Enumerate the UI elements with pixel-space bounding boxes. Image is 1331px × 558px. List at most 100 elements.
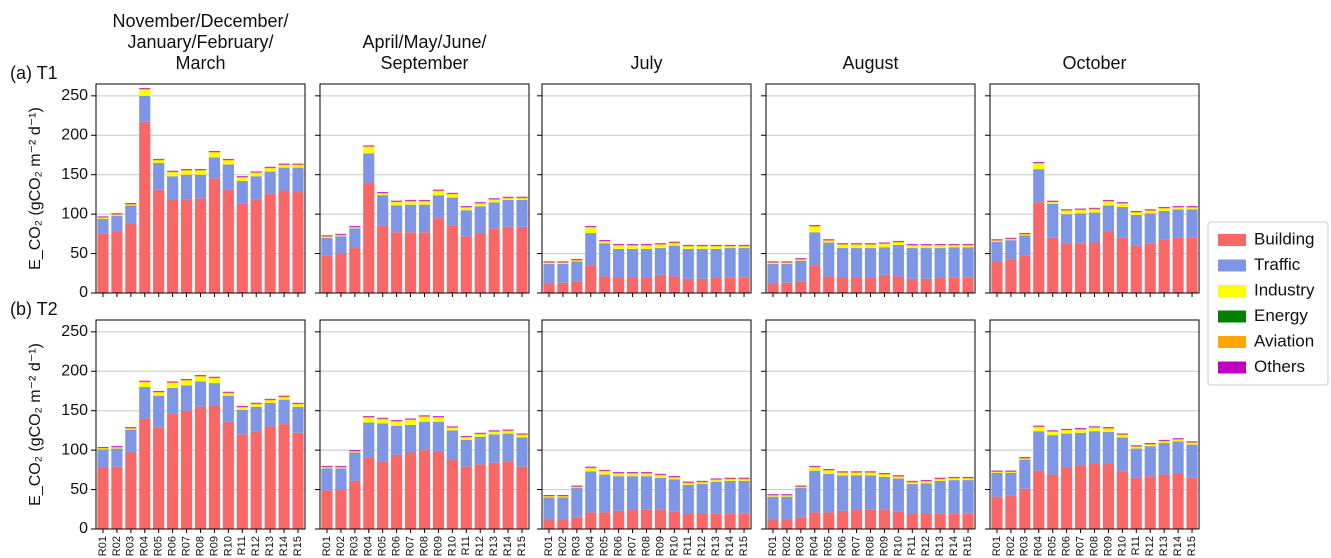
bar-segment: [823, 512, 835, 529]
bar-segment: [125, 428, 137, 429]
bar-segment: [1130, 446, 1142, 447]
bar-segment: [278, 396, 290, 398]
bar-segment: [613, 244, 625, 245]
bar-segment: [335, 235, 347, 237]
bar-segment: [363, 147, 375, 154]
bar-segment: [626, 473, 639, 474]
bar-segment: [1186, 206, 1198, 208]
bar-segment: [236, 405, 248, 407]
bar-segment: [906, 248, 918, 279]
bar-segment: [626, 278, 639, 293]
bar-segment: [1033, 162, 1045, 164]
bar-segment: [1005, 473, 1017, 496]
x-tick-label: R06: [167, 536, 179, 556]
bar-segment: [892, 476, 904, 477]
bar-segment: [1005, 238, 1017, 240]
x-tick-label: R14: [502, 536, 514, 556]
bar-segment: [1116, 433, 1128, 435]
bar-segment: [236, 434, 248, 529]
legend-swatch: [1218, 259, 1246, 272]
bar-segment: [543, 263, 555, 264]
bar-segment: [738, 248, 750, 278]
bar-segment: [1088, 431, 1101, 464]
bar-segment: [1144, 443, 1156, 444]
bar-segment: [250, 173, 262, 177]
bar-segment: [278, 395, 290, 397]
legend-swatch: [1218, 361, 1246, 374]
bar-segment: [864, 472, 877, 474]
bar-segment: [1005, 237, 1017, 239]
bar-segment: [682, 278, 694, 293]
bar-segment: [97, 216, 109, 218]
bar-segment: [1088, 463, 1101, 529]
bar-segment: [446, 459, 458, 529]
bar-segment: [516, 466, 528, 529]
y-tick-label: 100: [61, 441, 88, 458]
bar-segment: [738, 246, 750, 249]
bar-segment: [418, 417, 431, 422]
bar-segment: [488, 199, 500, 200]
bar-segment: [377, 192, 389, 193]
bar-segment: [111, 214, 123, 216]
bar-segment: [878, 476, 891, 510]
bar-segment: [585, 225, 597, 227]
bar-segment: [1088, 426, 1101, 428]
bar-segment: [139, 418, 151, 529]
bar-segment: [1019, 233, 1031, 234]
bar-segment: [432, 450, 445, 529]
bar-segment: [948, 477, 960, 479]
bar-segment: [432, 421, 445, 451]
bar-segment: [1172, 473, 1184, 529]
bar-segment: [1074, 208, 1087, 210]
bar-segment: [557, 495, 569, 496]
bar-segment: [837, 244, 849, 245]
x-tick-label: R10: [668, 536, 680, 556]
bar-segment: [153, 158, 165, 160]
x-tick-label: R05: [153, 536, 165, 556]
bar-segment: [710, 513, 722, 529]
bar-segment: [278, 164, 290, 166]
x-tick-label: R09: [208, 536, 220, 556]
legend-swatch: [1218, 336, 1246, 348]
x-tick-label: R01: [767, 536, 779, 556]
bar-segment: [321, 236, 333, 238]
x-tick-label: R06: [837, 536, 849, 556]
bar-segment: [404, 199, 417, 201]
bar-segment: [948, 480, 960, 514]
bar-segment: [111, 447, 123, 449]
bar-segment: [208, 151, 221, 153]
bar-segment: [1074, 243, 1087, 293]
x-tick-label: R06: [613, 536, 625, 556]
bar-segment: [738, 513, 750, 529]
bar-segment: [1047, 435, 1059, 475]
bar-segment: [264, 171, 276, 194]
bar-segment: [654, 244, 667, 249]
legend-label: Building: [1254, 229, 1315, 248]
bar-segment: [767, 495, 779, 496]
bar-segment: [962, 245, 974, 248]
bar-segment: [208, 152, 221, 158]
bar-segment: [1088, 212, 1101, 243]
bar-segment: [850, 472, 863, 474]
bar-segment: [1033, 163, 1045, 170]
bar-segment: [1116, 203, 1128, 204]
bar-segment: [167, 381, 179, 383]
bar-segment: [1116, 203, 1128, 208]
bar-segment: [696, 480, 708, 482]
bar-segment: [460, 207, 472, 208]
bar-segment: [878, 473, 891, 474]
bar-segment: [391, 232, 403, 293]
bar-segment: [1019, 458, 1031, 459]
bar-segment: [236, 176, 248, 178]
bar-segment: [1047, 431, 1059, 436]
bar-segment: [460, 435, 472, 437]
bar-segment: [948, 247, 960, 278]
bar-segment: [167, 176, 179, 200]
bar-segment: [809, 512, 821, 529]
bar-segment: [795, 259, 807, 260]
bar-segment: [264, 400, 276, 403]
bar-segment: [335, 253, 347, 293]
legend-swatch: [1218, 234, 1246, 246]
bar-segment: [180, 410, 193, 529]
bar-segment: [418, 200, 431, 202]
